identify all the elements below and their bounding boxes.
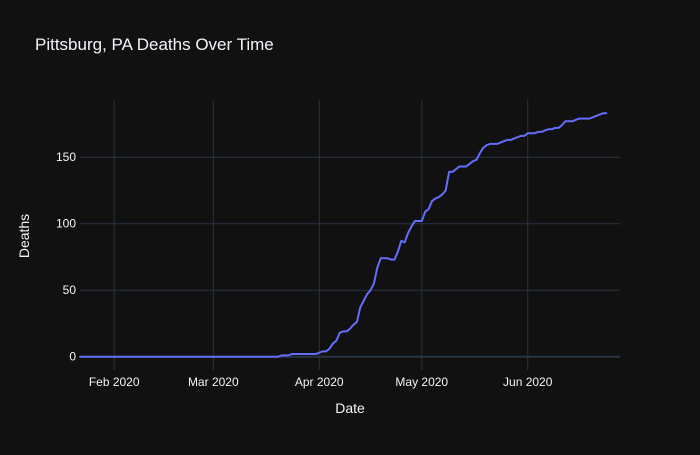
x-tick-label: Apr 2020 <box>295 375 344 389</box>
y-tick-label: 100 <box>56 217 76 231</box>
x-tick-label: Feb 2020 <box>89 375 140 389</box>
y-tick-label: 50 <box>63 283 77 297</box>
x-tick-label: Mar 2020 <box>188 375 239 389</box>
chart-title: Pittsburg, PA Deaths Over Time <box>35 35 274 54</box>
x-gridlines <box>113 100 529 370</box>
y-tick-labels: 0 50 100 150 <box>56 150 76 364</box>
y-axis-title: Deaths <box>16 214 32 258</box>
x-tick-labels: Feb 2020 Mar 2020 Apr 2020 May 2020 Jun 2020 <box>89 375 553 389</box>
x-tick-label: Jun 2020 <box>503 375 553 389</box>
x-tick-label: May 2020 <box>395 375 448 389</box>
x-axis-title: Date <box>335 400 365 416</box>
y-tick-label: 150 <box>56 150 76 164</box>
series-line <box>79 112 608 358</box>
y-tick-label: 0 <box>69 350 76 364</box>
series-layer <box>79 112 608 358</box>
